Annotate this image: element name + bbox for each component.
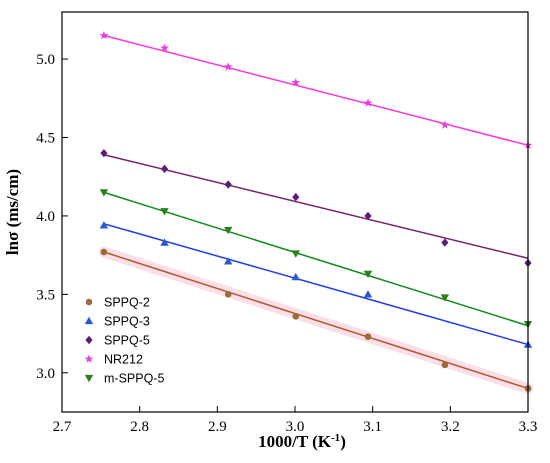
data-point-nr212 bbox=[99, 30, 109, 40]
data-point-sppq-3 bbox=[160, 238, 169, 246]
fit-line-sppq-3 bbox=[103, 223, 529, 346]
x-axis-ticks: 2.7 2.8 2.9 3.0 3.1 3.2 3.3 bbox=[53, 406, 538, 435]
data-points bbox=[99, 30, 533, 392]
fit-lines bbox=[98, 34, 534, 394]
data-point-nr212 bbox=[291, 77, 301, 87]
y-tick-label: 3.5 bbox=[36, 287, 55, 303]
data-point-sppq-2 bbox=[292, 313, 300, 320]
data-point-sppq-2 bbox=[364, 333, 372, 341]
data-point-sppq-3 bbox=[291, 272, 300, 281]
data-point-m-sppq-5 bbox=[440, 294, 450, 302]
legend-marker bbox=[84, 354, 94, 363]
data-point-nr212 bbox=[223, 62, 233, 71]
x-tick-label: 3.2 bbox=[441, 419, 460, 435]
data-point-nr212 bbox=[440, 120, 450, 129]
fit-line-sppq-5 bbox=[103, 154, 529, 260]
x-axis-title-main: 1000/T (K bbox=[258, 432, 332, 451]
data-point-sppq-3 bbox=[224, 257, 233, 265]
x-tick-label: 3.3 bbox=[519, 419, 538, 435]
data-point-sppq-5 bbox=[441, 238, 449, 247]
data-point-sppq-5 bbox=[160, 164, 169, 174]
data-point-nr212 bbox=[160, 43, 169, 52]
y-axis-ticks: 3.0 3.5 4.0 4.5 5.0 bbox=[36, 52, 68, 382]
x-axis-title-sup: -1 bbox=[331, 432, 340, 444]
legend-marker bbox=[84, 374, 94, 383]
data-point-sppq-5 bbox=[292, 192, 300, 202]
legend-marker bbox=[84, 316, 94, 325]
legend-label: m-SPPQ-5 bbox=[104, 372, 164, 386]
x-tick-label: 2.9 bbox=[208, 419, 227, 435]
data-point-sppq-2 bbox=[224, 291, 232, 298]
data-point-nr212 bbox=[363, 98, 373, 107]
legend-label: NR212 bbox=[104, 353, 143, 367]
data-point-m-sppq-5 bbox=[99, 189, 109, 197]
legend-label: SPPQ-5 bbox=[104, 334, 150, 348]
y-tick-label: 3.0 bbox=[36, 366, 55, 382]
legend-label: SPPQ-2 bbox=[104, 296, 150, 310]
x-axis-title: 1000/T (K-1) bbox=[258, 432, 346, 451]
data-point-sppq-3 bbox=[99, 221, 109, 229]
x-tick-label: 2.7 bbox=[53, 419, 72, 435]
fit-line-nr212 bbox=[103, 34, 529, 147]
y-tick-label: 4.5 bbox=[36, 130, 55, 146]
data-point-sppq-5 bbox=[100, 148, 108, 158]
data-point-sppq-5 bbox=[224, 180, 232, 189]
legend: SPPQ-2 SPPQ-3 SPPQ-5 NR212 m-SPPQ-5 bbox=[84, 296, 164, 386]
x-tick-label: 3.1 bbox=[363, 419, 382, 435]
data-point-m-sppq-5 bbox=[291, 250, 300, 258]
fit-line-m-sppq-5 bbox=[103, 191, 529, 327]
x-axis-title-suffix: ) bbox=[340, 432, 346, 451]
data-point-sppq-3 bbox=[363, 290, 373, 298]
data-point-m-sppq-5 bbox=[363, 270, 373, 279]
y-tick-label: 5.0 bbox=[36, 52, 55, 68]
data-point-sppq-5 bbox=[364, 211, 372, 221]
data-point-sppq-2 bbox=[100, 248, 108, 256]
y-axis-title: lnσ (ms/cm) bbox=[3, 169, 22, 255]
x-tick-label: 3.0 bbox=[286, 419, 305, 435]
data-point-m-sppq-5 bbox=[224, 226, 233, 235]
fit-line-sppq-2 bbox=[103, 251, 529, 390]
legend-marker bbox=[85, 298, 93, 306]
legend-label: SPPQ-3 bbox=[104, 315, 150, 329]
legend-marker bbox=[85, 335, 93, 345]
data-point-sppq-2 bbox=[441, 361, 449, 369]
x-tick-label: 2.8 bbox=[130, 419, 149, 435]
y-tick-label: 4.0 bbox=[36, 209, 55, 225]
data-point-m-sppq-5 bbox=[160, 208, 169, 216]
